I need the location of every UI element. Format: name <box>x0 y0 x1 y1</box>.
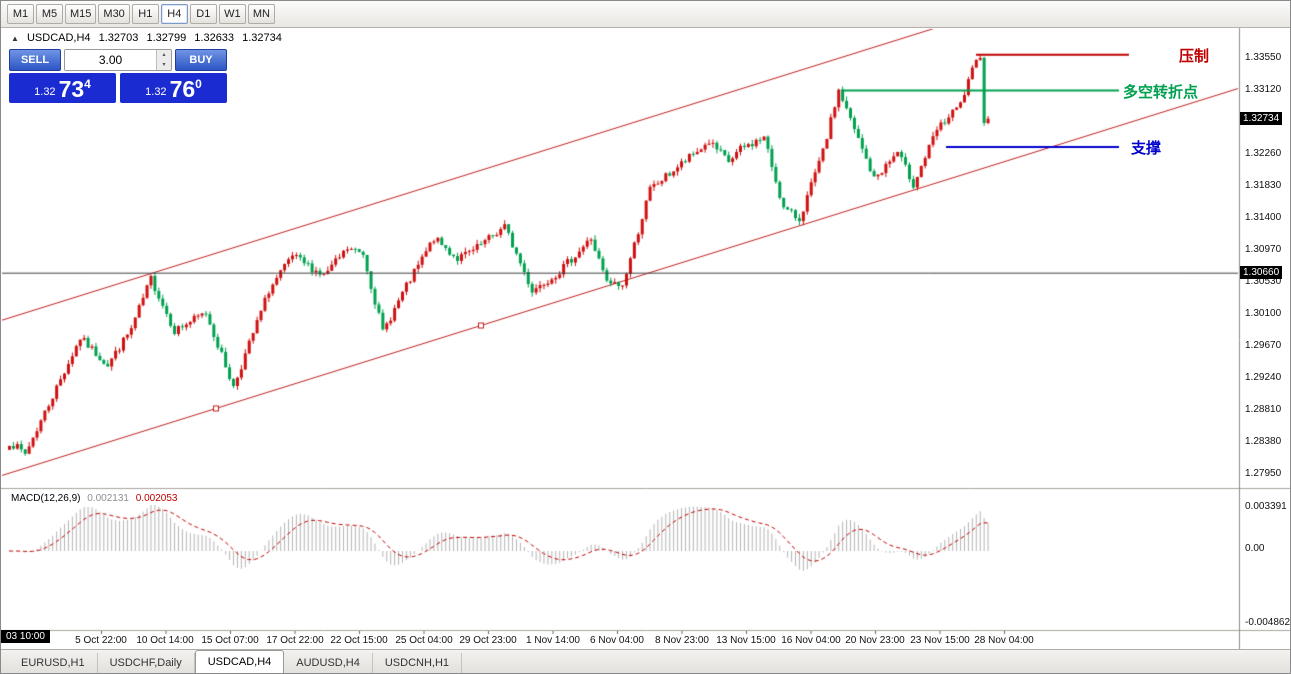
price-axis-label: 1.32260 <box>1245 148 1282 159</box>
macd-title: MACD(12,26,9) <box>11 493 81 504</box>
chart-tab-audusd[interactable]: AUDUSD,H4 <box>284 653 373 673</box>
time-axis-label: 10 Oct 14:00 <box>136 635 194 646</box>
chart-symbol-period: USDCAD,H4 <box>26 32 91 44</box>
pivot-annotation-label: 多空转折点 <box>1123 84 1199 101</box>
time-axis-label: 6 Nov 04:00 <box>590 635 644 646</box>
chart-tab-eurusd[interactable]: EURUSD,H1 <box>9 653 98 673</box>
volume-input[interactable] <box>65 50 156 70</box>
macd-axis-label: 0.003391 <box>1245 501 1287 512</box>
price-axis-label: 1.33120 <box>1245 84 1282 95</box>
volume-spin-down-icon[interactable]: ▾ <box>157 60 171 70</box>
price-axis-label: 1.27950 <box>1245 468 1282 479</box>
one-click-collapse-icon[interactable]: ▲ <box>11 34 19 43</box>
chart-tab-usdcnh[interactable]: USDCNH,H1 <box>373 653 463 673</box>
buy-price-small: 1.32 <box>145 86 167 98</box>
time-axis-label: 5 Oct 22:00 <box>75 635 127 646</box>
time-axis-label: 1 Nov 14:00 <box>526 635 580 646</box>
price-axis-label: 1.29670 <box>1245 340 1282 351</box>
buy-price-big: 76 <box>169 76 196 103</box>
timeframe-button-m1[interactable]: M1 <box>7 4 34 24</box>
chart-tab-usdcad[interactable]: USDCAD,H4 <box>194 650 285 673</box>
price-axis-label: 1.30530 <box>1245 276 1282 287</box>
macd-main-value: 0.002131 <box>87 493 129 504</box>
time-axis-label: 16 Nov 04:00 <box>781 635 841 646</box>
sell-price-display[interactable]: 1.32 73 4 <box>9 73 116 103</box>
price-axis-label: 1.31400 <box>1245 212 1282 223</box>
timeframe-button-h1[interactable]: H1 <box>131 4 159 24</box>
chart-tabbar: EURUSD,H1 USDCHF,Daily USDCAD,H4 AUDUSD,… <box>1 649 1290 673</box>
price-axis-label: 1.28380 <box>1245 436 1282 447</box>
price-axis-label: 1.30970 <box>1245 244 1282 255</box>
price-axis-label: 1.29240 <box>1245 372 1282 383</box>
price-axis-label: 1.33550 <box>1245 52 1282 63</box>
volume-box: ▴ ▾ <box>64 49 172 71</box>
timeframe-button-d1[interactable]: D1 <box>189 4 217 24</box>
timeframe-button-mn[interactable]: MN <box>247 4 275 24</box>
volume-spin-up-icon[interactable]: ▴ <box>157 50 171 60</box>
chart-close-value: 1.32734 <box>242 32 282 44</box>
price-axis-label: 1.30100 <box>1245 308 1282 319</box>
sell-price-sup: 4 <box>84 77 91 91</box>
chart-high-value: 1.32799 <box>146 32 187 44</box>
sell-price-big: 73 <box>58 76 85 103</box>
time-axis-label: 13 Nov 15:00 <box>716 635 776 646</box>
time-axis-label: 29 Oct 23:00 <box>459 635 517 646</box>
timeframe-button-w1[interactable]: W1 <box>218 4 246 24</box>
time-axis-label: 20 Nov 23:00 <box>845 635 905 646</box>
timeframe-button-h4[interactable]: H4 <box>160 4 188 24</box>
macd-axis-label: 0.00 <box>1245 543 1265 554</box>
buy-price-display[interactable]: 1.32 76 0 <box>120 73 227 103</box>
buy-price-sup: 0 <box>195 77 202 91</box>
time-axis-label: 25 Oct 04:00 <box>395 635 453 646</box>
chart-header: ▲ USDCAD,H4 1.32703 1.32799 1.32633 1.32… <box>11 32 287 44</box>
time-axis-label: 8 Nov 23:00 <box>655 635 709 646</box>
chart-low-value: 1.32633 <box>194 32 235 44</box>
time-axis-label: 22 Oct 15:00 <box>330 635 388 646</box>
price-axis-label: 1.31830 <box>1245 180 1282 191</box>
chart-open-value: 1.32703 <box>98 32 139 44</box>
timeframe-button-m15[interactable]: M15 <box>65 4 97 24</box>
macd-signal-value: 0.002053 <box>135 493 178 504</box>
timeframe-button-m5[interactable]: M5 <box>36 4 63 24</box>
time-axis-label: 28 Nov 04:00 <box>974 635 1034 646</box>
sell-price-small: 1.32 <box>34 86 56 98</box>
time-axis-tag: 03 10:00 <box>1 630 50 643</box>
time-axis-label: 15 Oct 07:00 <box>201 635 259 646</box>
macd-indicator-header: MACD(12,26,9) 0.002131 0.002053 <box>11 493 177 504</box>
macd-axis-label: -0.004862 <box>1245 617 1291 628</box>
one-click-trading-panel: SELL ▴ ▾ BUY 1.32 73 4 1.32 76 0 <box>9 49 227 103</box>
volume-spinner: ▴ ▾ <box>156 50 171 70</box>
sell-button[interactable]: SELL <box>9 49 61 71</box>
buy-button[interactable]: BUY <box>175 49 227 71</box>
timeframe-button-m30[interactable]: M30 <box>98 4 130 24</box>
time-axis-label: 17 Oct 22:00 <box>266 635 324 646</box>
time-axis-label: 23 Nov 15:00 <box>910 635 970 646</box>
chart-tab-usdchf[interactable]: USDCHF,Daily <box>98 653 195 673</box>
current-price-tag: 1.32734 <box>1240 112 1283 125</box>
resistance-annotation-label: 压制 <box>1179 48 1210 65</box>
support-annotation-label: 支撑 <box>1131 140 1162 157</box>
price-axis-label: 1.28810 <box>1245 404 1282 415</box>
timeframe-toolbar: M1 M5 M15 M30 H1 H4 D1 W1 MN <box>1 1 1290 28</box>
hline-price-tag: 1.30660 <box>1240 266 1283 279</box>
